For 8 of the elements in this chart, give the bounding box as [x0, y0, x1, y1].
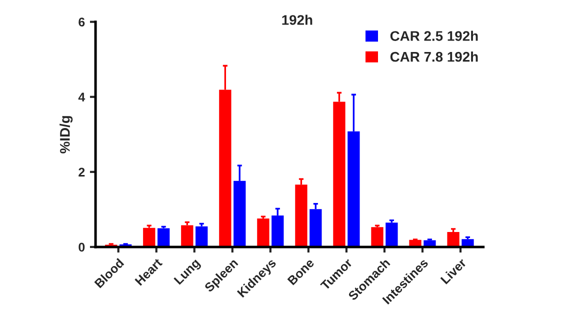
y-tick-label: 6	[78, 18, 85, 26]
y-axis-title: %ID/g	[60, 116, 73, 154]
y-tick-label: 2	[78, 168, 85, 176]
y-tick-label: 4	[78, 92, 86, 102]
chart-title: 192h	[282, 14, 312, 25]
legend-label: CAR 2.5 192h	[390, 30, 478, 41]
y-tick-label: 0	[78, 242, 85, 252]
legend-label: CAR 7.8 192h	[390, 52, 478, 62]
